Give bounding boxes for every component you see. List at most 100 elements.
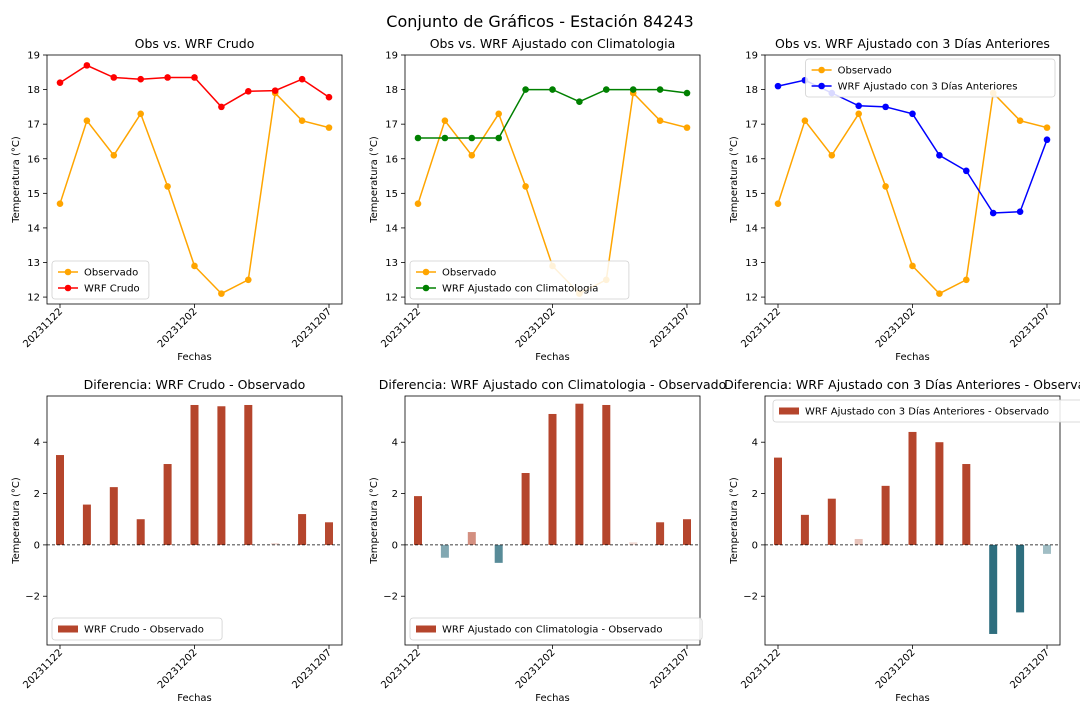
data-point	[656, 117, 664, 125]
bar	[82, 504, 91, 545]
data-point	[522, 183, 529, 190]
series-line	[418, 88, 688, 139]
x-tick-label: 20231207	[290, 306, 334, 350]
data-point	[936, 151, 943, 159]
data-point	[1016, 117, 1024, 125]
data-point	[271, 87, 279, 94]
bar	[602, 404, 611, 545]
y-axis-label: Temperatura (°C)	[11, 136, 22, 224]
data-point	[218, 103, 225, 111]
y-tick-label: 13	[385, 258, 398, 269]
legend-label: WRF Ajustado con 3 Días Anteriores - Obs…	[805, 406, 1049, 418]
legend-box	[409, 260, 630, 300]
bar	[962, 464, 971, 545]
data-point	[414, 200, 422, 208]
y-axis-label: Temperatura (°C)	[729, 136, 740, 224]
series-line	[777, 79, 1048, 214]
data-point	[882, 183, 889, 190]
legend-label: WRF Ajustado con 3 Días Anteriores	[838, 81, 1018, 93]
bar	[414, 496, 422, 545]
data-point	[963, 276, 970, 284]
legend-marker	[818, 82, 825, 90]
data-point	[495, 110, 503, 118]
subplot-title: Obs vs. WRF Ajustado con 3 Días Anterior…	[775, 36, 1050, 51]
data-point	[414, 134, 422, 142]
legend-box	[409, 617, 703, 641]
legend-box	[805, 58, 1056, 98]
legend-box	[51, 617, 223, 641]
y-tick-label: 0	[392, 540, 398, 551]
y-tick-label: 12	[745, 293, 758, 304]
y-tick-label: 16	[385, 154, 398, 165]
y-tick-label: 14	[745, 223, 758, 234]
legend: Observado WRF Crudo	[51, 260, 150, 300]
y-tick-label: −2	[743, 592, 758, 603]
data-point	[218, 290, 225, 297]
x-axis-label: Fechas	[895, 352, 930, 363]
x-axis-label: Fechas	[535, 693, 570, 704]
data-point	[164, 183, 171, 190]
subplot-title: Diferencia: WRF Ajustado con 3 Días Ante…	[724, 377, 1080, 392]
data-point	[774, 200, 782, 208]
y-tick-label: −2	[25, 592, 40, 603]
figure-title: Conjunto de Gráficos - Estación 84243	[386, 12, 694, 31]
legend: WRF Ajustado con 3 Días Anteriores - Obs…	[772, 399, 1080, 423]
data-point	[855, 110, 862, 118]
x-tick-label: 20231122	[21, 306, 65, 350]
legend-marker	[64, 284, 72, 292]
y-tick-label: 2	[392, 489, 398, 500]
legend: WRF Crudo - Observado	[51, 617, 223, 641]
legend: Observado WRF Ajustado con Climatologia	[409, 260, 630, 300]
legend-marker	[422, 268, 430, 276]
bar	[774, 457, 782, 545]
y-axis-label: Temperatura (°C)	[11, 477, 22, 565]
subplot-4: Diferencia: WRF Crudo - Observado −2 0 2 4 20…	[11, 377, 343, 704]
data-point	[495, 134, 503, 142]
data-point	[522, 86, 529, 93]
y-tick-label: 19	[385, 51, 398, 62]
legend-bar-swatch	[58, 625, 78, 633]
y-tick-label: 19	[745, 51, 758, 62]
data-point	[110, 151, 118, 159]
x-axis-label: Fechas	[895, 693, 930, 704]
y-tick-label: 0	[34, 540, 40, 551]
data-point	[656, 86, 664, 93]
x-tick-label: 20231122	[739, 306, 783, 350]
x-tick-label: 20231202	[156, 306, 200, 350]
data-point	[325, 93, 333, 101]
data-point	[83, 117, 91, 125]
y-tick-label: 15	[27, 189, 40, 200]
y-tick-label: 17	[385, 120, 398, 131]
x-tick-label: 20231202	[874, 647, 918, 691]
subplot-title: Obs vs. WRF Ajustado con Climatologia	[430, 36, 676, 51]
data-point	[549, 86, 556, 93]
bar	[548, 413, 557, 545]
data-point	[468, 134, 476, 142]
data-point	[683, 89, 691, 97]
data-point	[1016, 208, 1024, 215]
legend-label: Observado	[84, 268, 138, 279]
legend-label: WRF Ajustado con Climatologia	[442, 284, 598, 295]
data-point	[909, 110, 916, 118]
y-tick-label: 16	[27, 154, 40, 165]
data-point	[629, 86, 637, 93]
bar	[1043, 544, 1051, 554]
y-tick-label: 12	[27, 293, 40, 304]
bar	[467, 532, 476, 545]
bar	[190, 404, 199, 545]
legend-label: Observado	[442, 268, 496, 279]
data-point	[828, 151, 836, 159]
subplot-5: Diferencia: WRF Ajustado con Climatologi…	[369, 377, 726, 704]
bar	[217, 406, 226, 545]
x-tick-label: 20231207	[1008, 647, 1052, 691]
y-tick-label: 18	[745, 85, 758, 96]
bar	[521, 473, 530, 545]
y-tick-label: 4	[34, 438, 40, 449]
y-tick-label: −2	[383, 592, 398, 603]
y-tick-label: 4	[752, 438, 758, 449]
x-tick-label: 20231207	[648, 647, 692, 691]
bar	[325, 522, 333, 545]
subplot-3: Obs vs. WRF Ajustado con 3 Días Anterior…	[729, 36, 1061, 363]
data-point	[298, 75, 306, 83]
data-point	[1043, 124, 1051, 131]
